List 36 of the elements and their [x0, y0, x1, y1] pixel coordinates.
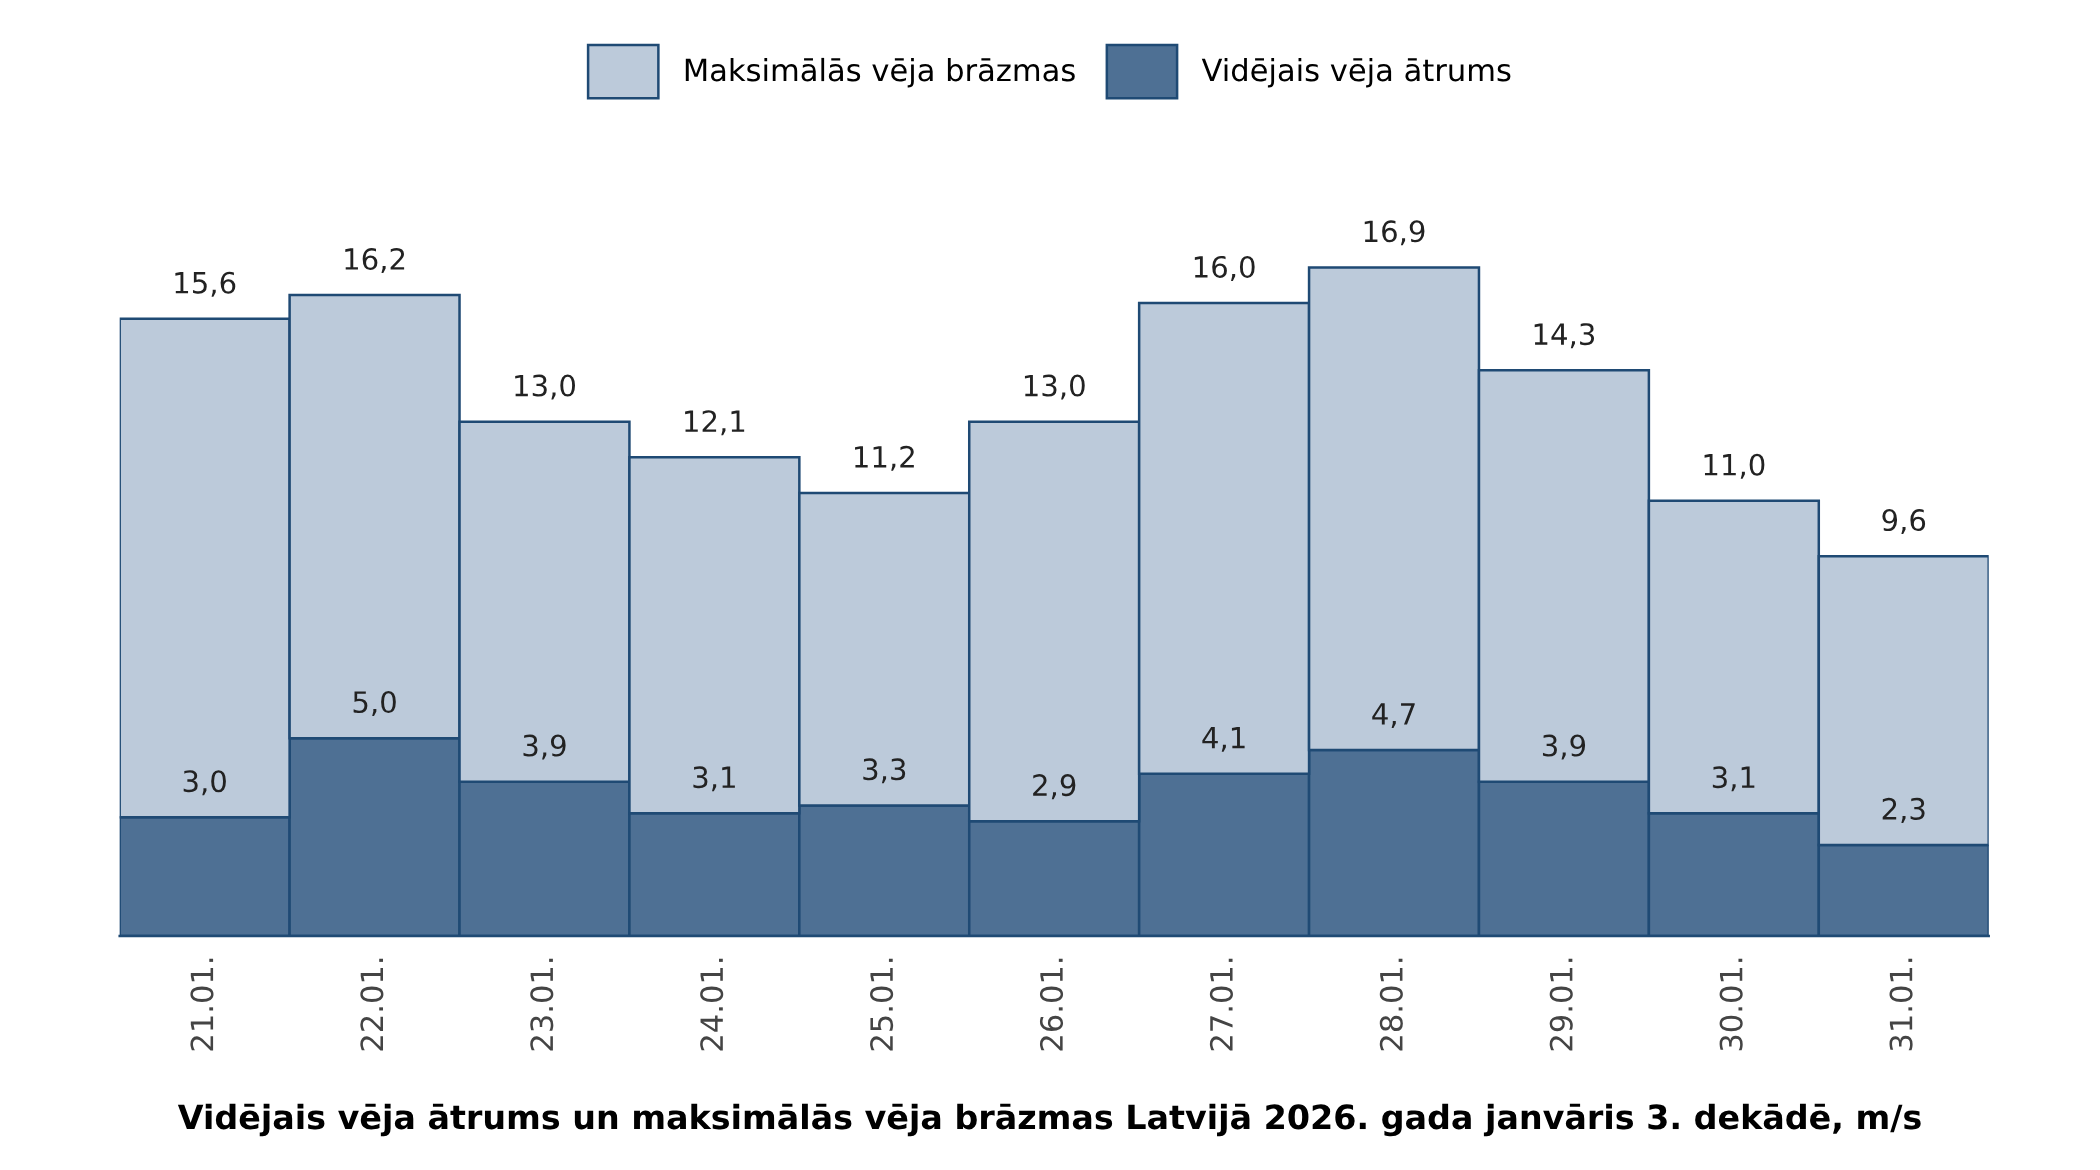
total-label: 13,0 — [1024, 374, 1085, 400]
x-tick-label: 28.01. — [1379, 958, 1403, 1051]
x-tick-label: 25.01. — [870, 958, 894, 1051]
total-label: 12,1 — [685, 410, 745, 436]
data-label: 4,1 — [1202, 727, 1245, 752]
total-label: 13,0 — [515, 374, 576, 400]
data-label: 3,0 — [183, 770, 226, 796]
legend-label: Maksimālās vēja brāzmas — [685, 57, 1075, 88]
x-tick-label: 27.01. — [1209, 958, 1233, 1051]
data-label: 3,9 — [523, 734, 566, 760]
total-label: 14,3 — [1534, 323, 1595, 349]
total-label: 16,9 — [1364, 220, 1425, 246]
x-tick-label: 23.01. — [530, 958, 554, 1051]
x-tick-label: 21.01. — [190, 958, 214, 1051]
text: Vidējais vēja ātrums un maksimālās vēja brāzmas Latvijā 2026. gada janvāris 3. dekādē, m/s — [177, 1103, 1921, 1137]
x-tick-label: 30.01. — [1719, 958, 1743, 1051]
x-tick-label: 26.01. — [1039, 958, 1064, 1051]
total-label: 11,2 — [855, 445, 914, 471]
data-label: 4,7 — [1372, 703, 1415, 728]
x-tick-label: 31.01. — [1889, 958, 1913, 1051]
data-label: 3,1 — [1712, 766, 1755, 792]
total-label: 16,0 — [1194, 255, 1255, 281]
x-tick-label: 29.01. — [1549, 958, 1573, 1051]
total-label: 11,0 — [1704, 453, 1765, 479]
x-tick-label: 24.01. — [700, 958, 724, 1051]
data-label: 2,3 — [1882, 797, 1925, 823]
total-label: 9,6 — [1882, 509, 1926, 535]
legend-label: Vidējais vēja ātrums — [1201, 57, 1511, 88]
data-label: 5,0 — [353, 691, 396, 717]
total-label: 15,6 — [175, 271, 236, 297]
data-label: 3,1 — [693, 766, 735, 792]
data-label: 3,9 — [1542, 734, 1586, 760]
x-tick-label: 22.01. — [360, 958, 384, 1051]
data-label: 3,3 — [863, 758, 906, 784]
data-label: 2,9 — [1033, 774, 1076, 800]
total-label: 16,2 — [345, 247, 405, 273]
